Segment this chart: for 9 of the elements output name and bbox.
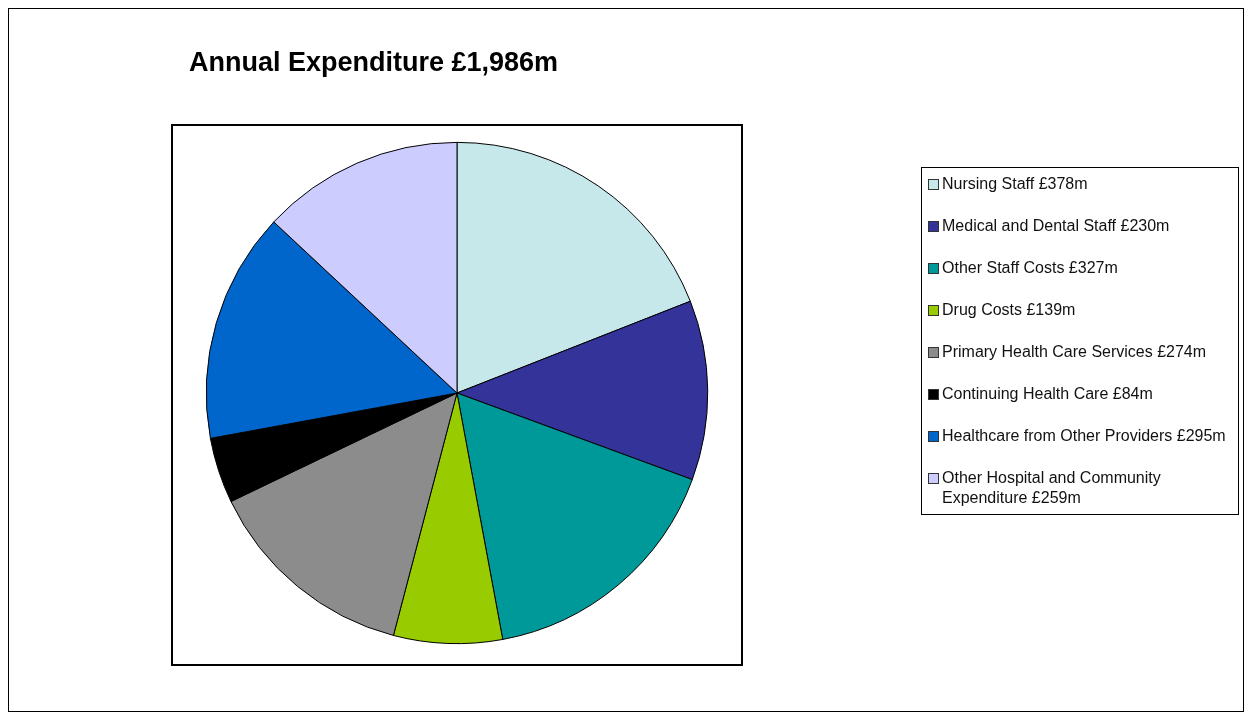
chart-title: Annual Expenditure £1,986m: [189, 47, 559, 78]
legend-label: Medical and Dental Staff £230m: [942, 216, 1170, 236]
legend-label: Other Staff Costs £327m: [942, 258, 1118, 278]
legend-label: Healthcare from Other Providers £295m: [942, 426, 1226, 446]
legend-label: Other Hospital and Community Expenditure £259m: [942, 468, 1162, 508]
legend-label: Drug Costs £139m: [942, 300, 1076, 320]
legend-label: Primary Health Care Services £274m: [942, 342, 1207, 362]
legend-label: Nursing Staff £378m: [942, 174, 1088, 194]
legend-label: Continuing Health Care £84m: [942, 384, 1153, 404]
